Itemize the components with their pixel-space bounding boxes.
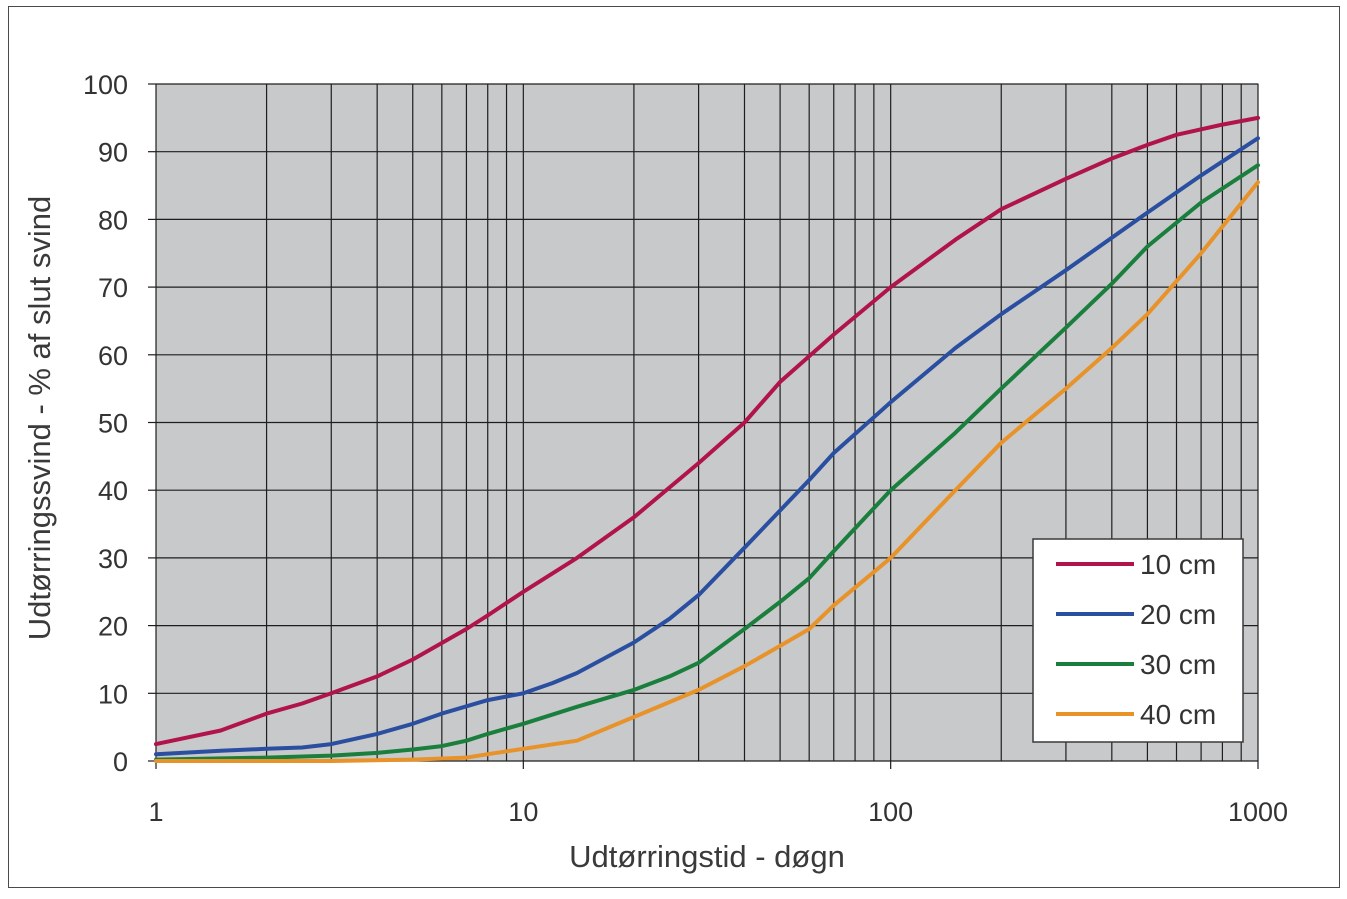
series-line-30-cm <box>154 163 1260 762</box>
legend-box <box>1032 538 1244 743</box>
legend-label: 20 cm <box>1140 599 1216 630</box>
y-tick-label: 80 <box>98 205 128 235</box>
x-tick-label: 1 <box>148 797 163 827</box>
y-tick-label: 60 <box>98 341 128 371</box>
legend-label: 10 cm <box>1140 549 1216 580</box>
series-lines <box>154 115 1260 763</box>
legend-label: 30 cm <box>1140 649 1216 680</box>
y-tick-label: 0 <box>113 747 128 777</box>
y-tick-label: 90 <box>98 138 128 168</box>
y-tick-label: 40 <box>98 476 128 506</box>
horizontal-grid <box>156 83 1258 762</box>
x-tick-label: 1000 <box>1228 797 1288 827</box>
y-tick-label: 100 <box>83 70 128 100</box>
y-tick-label: 30 <box>98 544 128 574</box>
series-line-40-cm <box>154 180 1260 763</box>
y-tick-label: 20 <box>98 612 128 642</box>
y-tick-label: 70 <box>98 273 128 303</box>
series-line-20-cm <box>154 136 1260 757</box>
legend: 10 cm 20 cm 30 cm 40 cm <box>1032 538 1244 743</box>
y-tick-label: 10 <box>98 679 128 709</box>
y-tick-label: 50 <box>98 409 128 439</box>
x-tick-label: 10 <box>508 797 538 827</box>
y-axis-label: Udtørringssvind - % af slut svind <box>22 196 57 640</box>
x-tick-label: 100 <box>868 797 913 827</box>
x-axis-label: Udtørringstid - døgn <box>569 839 845 874</box>
legend-label: 40 cm <box>1140 699 1216 730</box>
series-line-10-cm <box>154 115 1260 747</box>
